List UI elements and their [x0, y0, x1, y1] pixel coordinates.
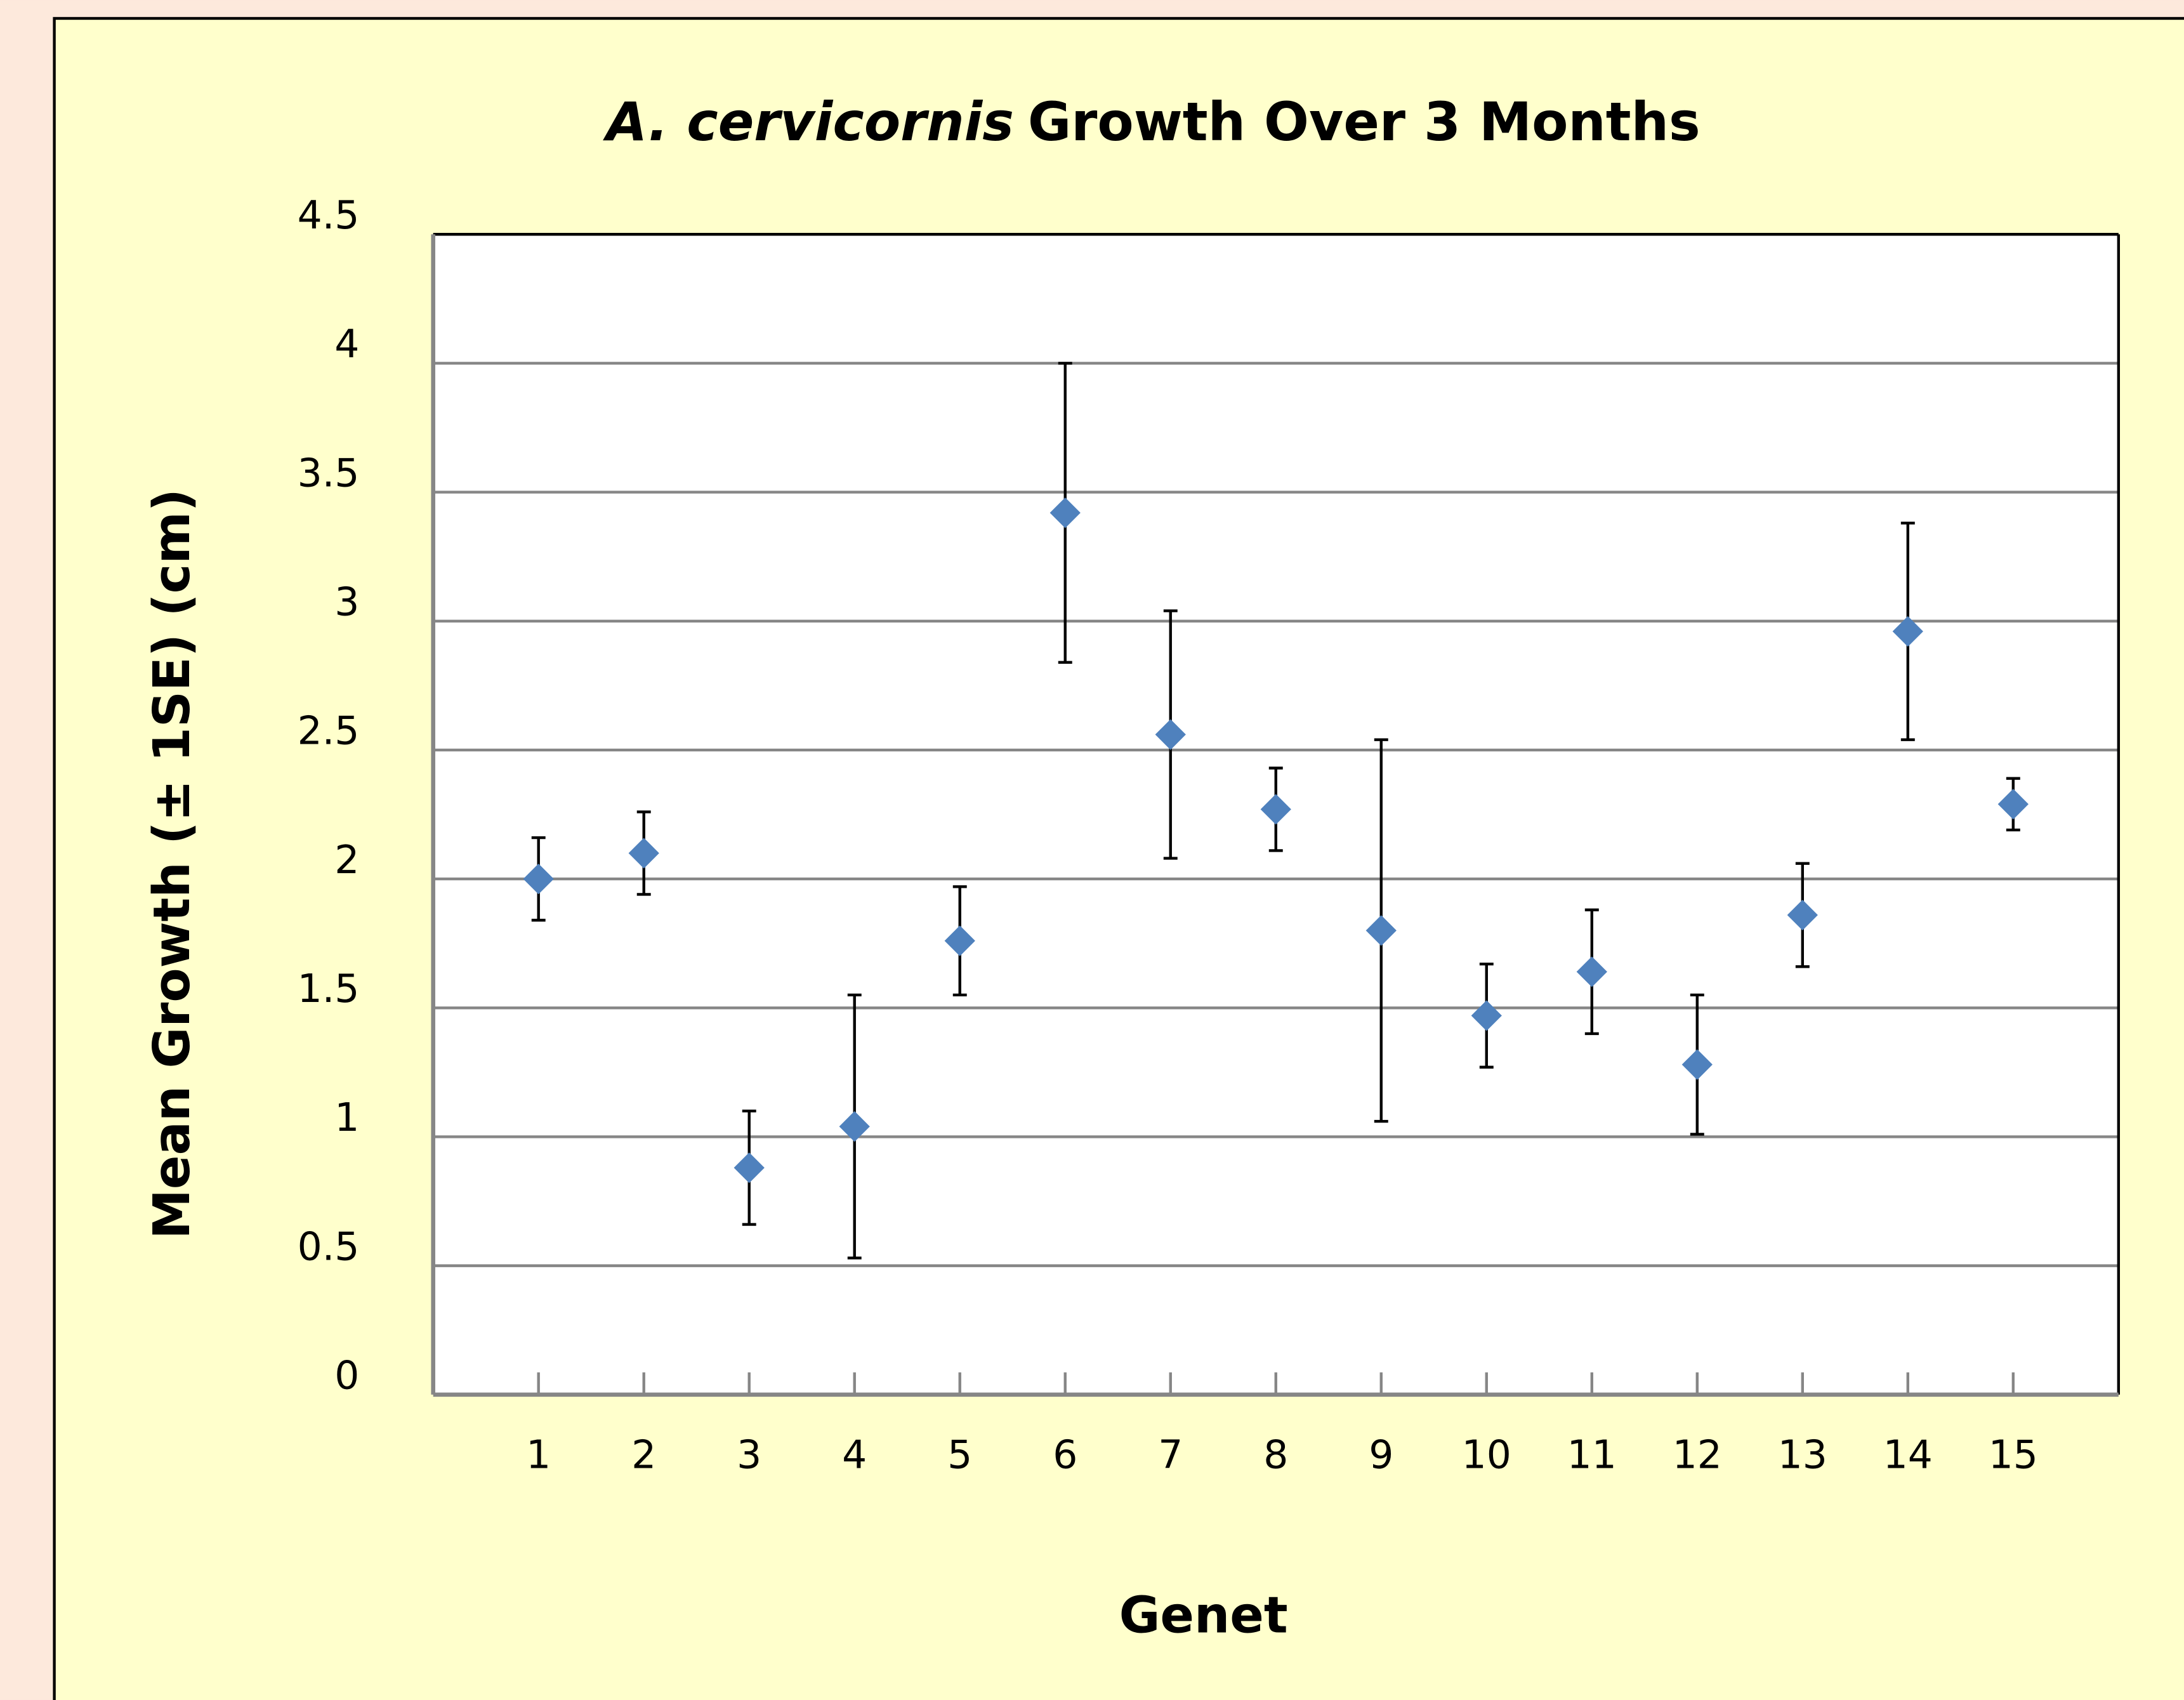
- y-tick-label: 3.5: [298, 451, 360, 496]
- marker: [944, 925, 975, 956]
- x-tick-label: 5: [947, 1433, 972, 1478]
- x-axis-label: Genet: [1119, 1586, 1288, 1645]
- y-tick-label: 4: [334, 322, 359, 367]
- x-tick-label: 3: [737, 1433, 761, 1478]
- x-tick-label: 13: [1778, 1433, 1827, 1478]
- y-axis-label: Mean Growth (± 1SE) (cm): [143, 489, 201, 1239]
- y-tick-label: 1: [334, 1095, 359, 1140]
- marker: [1365, 915, 1397, 946]
- marker: [733, 1152, 765, 1183]
- title-rest: Growth Over 3 Months: [1028, 91, 1700, 153]
- x-tick-label: 4: [842, 1433, 867, 1478]
- x-tick-label: 1: [526, 1433, 551, 1478]
- marker: [1576, 956, 1607, 987]
- x-tick-label: 9: [1369, 1433, 1393, 1478]
- y-tick-label: 0: [334, 1354, 359, 1399]
- marker: [1681, 1049, 1713, 1080]
- x-tick-label: 6: [1053, 1433, 1077, 1478]
- x-tick-label: 12: [1673, 1433, 1722, 1478]
- x-tick-label: 14: [1883, 1433, 1933, 1478]
- marker: [523, 863, 554, 895]
- y-tick-label: 3: [334, 579, 359, 624]
- x-tick-label: 8: [1263, 1433, 1288, 1478]
- marker: [628, 838, 659, 869]
- y-tick-label: 2: [334, 838, 359, 883]
- x-tick-label: 7: [1158, 1433, 1183, 1478]
- marker: [1049, 497, 1081, 529]
- y-tick-label: 4.5: [298, 193, 360, 238]
- y-tick-label: 1.5: [298, 966, 360, 1011]
- marker: [1260, 794, 1291, 825]
- y-tick-label: 2.5: [298, 709, 360, 754]
- x-tick-label: 11: [1567, 1433, 1617, 1478]
- marker: [839, 1111, 870, 1142]
- y-tick-label: 0.5: [298, 1224, 360, 1269]
- marker: [1997, 789, 2029, 820]
- marker: [1155, 719, 1186, 750]
- x-tick-label: 10: [1462, 1433, 1511, 1478]
- x-tick-label: 2: [631, 1433, 656, 1478]
- chart-title: A. cervicornis Growth Over 3 Months: [602, 91, 1700, 153]
- title-species: A. cervicornis: [602, 91, 1013, 153]
- marker: [1892, 616, 1923, 647]
- x-tick-label: 15: [1989, 1433, 2038, 1478]
